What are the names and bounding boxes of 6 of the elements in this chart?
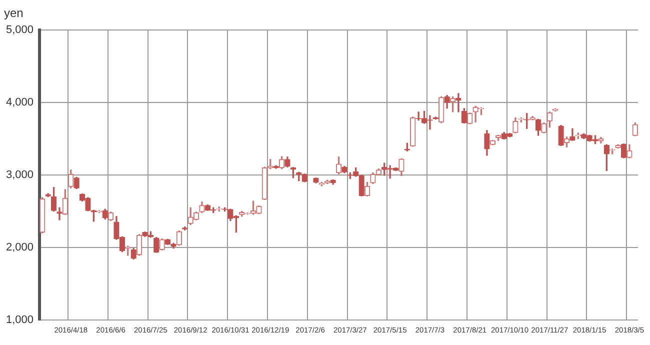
y-tick-label: 1,000 xyxy=(6,314,34,326)
y-tick-label: 4,000 xyxy=(6,96,34,109)
y-tick-label: 5,000 xyxy=(6,24,34,36)
y-tick-label: 2,000 xyxy=(6,242,34,254)
y-tick-label: 3,000 xyxy=(6,169,34,182)
y-axis-title: yen xyxy=(4,6,24,20)
